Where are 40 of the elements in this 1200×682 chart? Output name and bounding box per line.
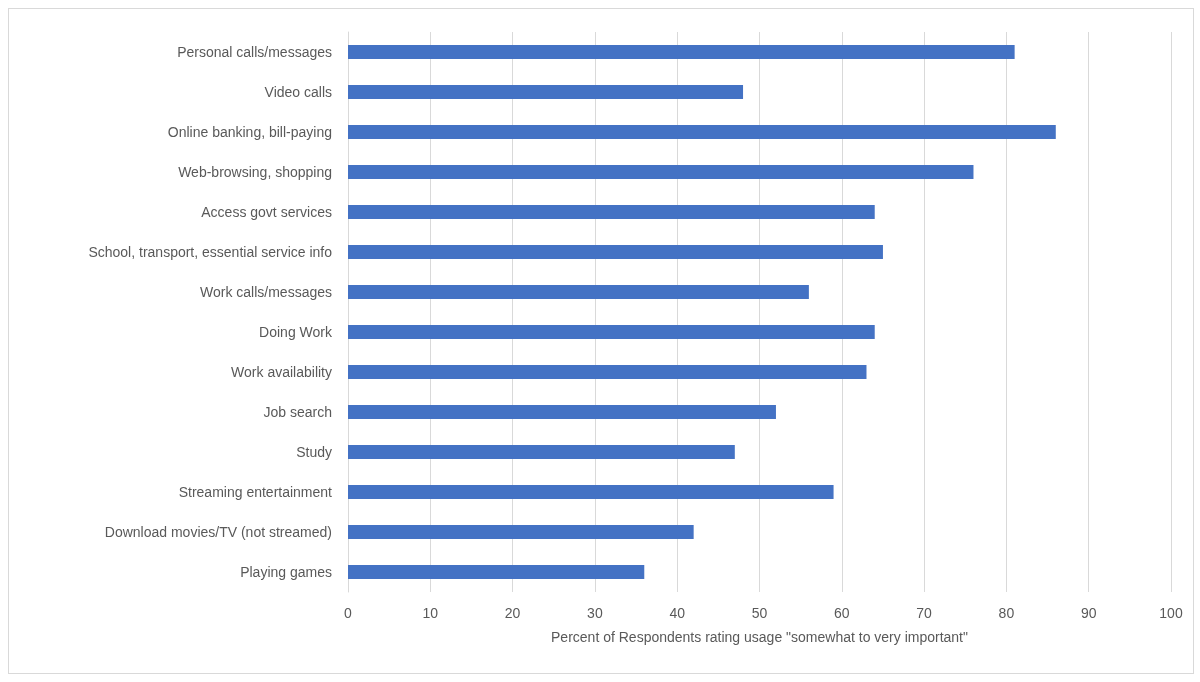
x-tick-label: 100 — [1159, 605, 1183, 621]
x-axis-title: Percent of Respondents rating usage "somewhat to very important" — [551, 629, 968, 645]
y-tick-label: Download movies/TV (not streamed) — [104, 524, 332, 540]
x-tick-label: 30 — [587, 605, 603, 621]
bar — [348, 85, 744, 99]
x-tick-label: 20 — [504, 605, 521, 621]
y-tick-label: Work availability — [231, 364, 332, 380]
x-tick-label: 50 — [751, 605, 768, 621]
x-tick-label: 70 — [916, 605, 933, 621]
x-tick-label: 40 — [669, 605, 686, 621]
y-tick-label: Access govt services — [201, 204, 332, 220]
y-tick-label: School, transport, essential service info — [88, 244, 333, 260]
bar — [348, 405, 776, 419]
bar — [348, 165, 974, 179]
y-tick-label: Personal calls/messages — [177, 44, 332, 60]
x-tick-label: 0 — [344, 605, 353, 621]
bar — [348, 445, 735, 459]
y-tick-label: Video calls — [264, 84, 332, 100]
x-tick-label: 90 — [1080, 605, 1097, 621]
bar — [348, 365, 867, 379]
bar — [348, 525, 694, 539]
bar — [348, 325, 875, 339]
y-tick-label: Streaming entertainment — [178, 484, 333, 500]
bar — [348, 565, 645, 579]
y-tick-label: Work calls/messages — [199, 284, 332, 300]
y-tick-label: Online banking, bill-paying — [167, 124, 332, 140]
bar — [348, 245, 883, 259]
bar — [348, 205, 875, 219]
y-tick-label: Web-browsing, shopping — [178, 164, 332, 180]
x-tick-label: 60 — [834, 605, 850, 621]
y-tick-label: Study — [296, 444, 332, 460]
bar — [348, 485, 834, 499]
x-tick-label: 10 — [422, 605, 439, 621]
bar — [348, 125, 1056, 139]
bar — [348, 45, 1015, 59]
y-tick-label: Playing games — [240, 564, 332, 580]
bar — [348, 285, 809, 299]
x-tick-label: 80 — [998, 605, 1015, 621]
y-tick-label: Doing Work — [259, 324, 333, 340]
y-tick-label: Job search — [263, 404, 332, 420]
